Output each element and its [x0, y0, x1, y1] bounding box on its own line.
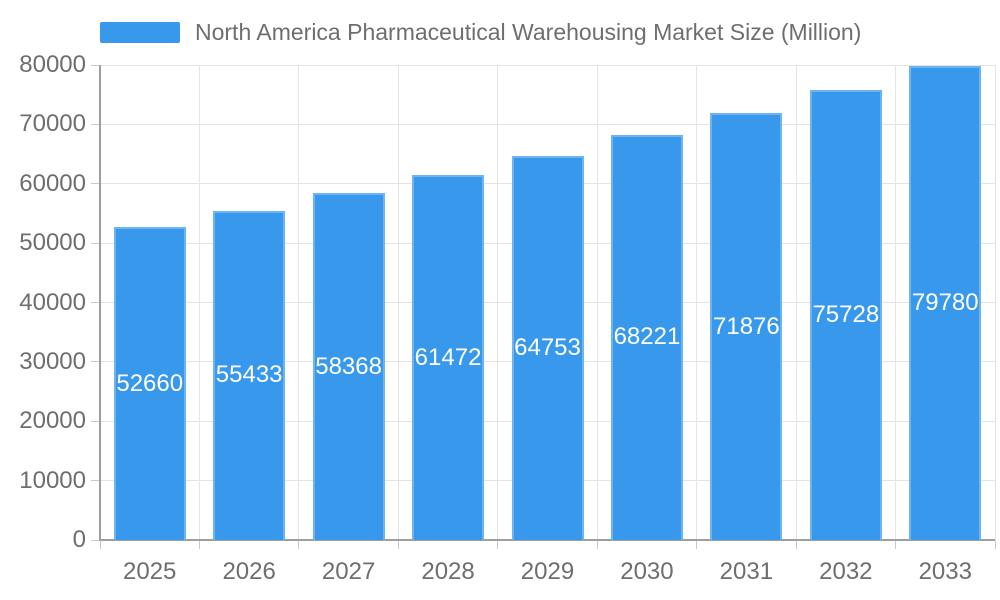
- x-axis-label: 2032: [819, 558, 873, 585]
- bar[interactable]: [312, 193, 385, 540]
- y-axis-label: 40000: [19, 288, 86, 316]
- y-axis-line: [99, 65, 101, 540]
- x-axis-line: [99, 539, 995, 541]
- y-axis-label: 50000: [19, 229, 86, 257]
- plot-area: 0 10000 20000 30000 40000 50000 60000 70000 8000…: [19, 53, 996, 584]
- x-axis-label: 2028: [421, 558, 475, 585]
- x-axis-label: 2026: [222, 558, 276, 585]
- bar[interactable]: [412, 175, 485, 540]
- x-gridline: [497, 65, 499, 540]
- x-axis-tick: [298, 540, 300, 549]
- bar[interactable]: [809, 90, 882, 540]
- legend-item[interactable]: North America Pharmaceutical Warehousing…: [100, 19, 862, 45]
- bar[interactable]: [909, 66, 982, 540]
- x-gridline: [895, 65, 897, 540]
- y-axis-tick: [91, 183, 100, 185]
- x-axis-tick: [596, 540, 598, 549]
- x-axis-tick: [895, 540, 897, 549]
- x-gridline: [596, 65, 598, 540]
- x-axis-label: 2025: [123, 558, 177, 585]
- y-axis-tick: [91, 480, 100, 482]
- legend-label: North America Pharmaceutical Warehousing…: [195, 19, 862, 45]
- y-axis-label: 10000: [19, 466, 86, 494]
- x-axis-label: 2029: [520, 558, 575, 585]
- x-gridline: [994, 65, 996, 540]
- y-axis-label: 20000: [19, 407, 86, 435]
- y-gridline: [100, 123, 995, 125]
- y-axis-label: 30000: [19, 347, 86, 375]
- bar[interactable]: [710, 113, 783, 540]
- x-axis-tick: [198, 540, 200, 549]
- bar[interactable]: [113, 227, 186, 540]
- bar[interactable]: [511, 155, 584, 540]
- y-axis-label: 60000: [19, 169, 86, 197]
- x-axis-label: 2033: [918, 558, 972, 585]
- y-axis-label: 80000: [19, 51, 86, 78]
- y-axis-tick: [91, 302, 100, 303]
- x-axis-tick: [795, 540, 797, 549]
- y-axis-tick: [91, 420, 100, 422]
- y-axis-label: 70000: [19, 110, 86, 138]
- y-axis-tick: [91, 64, 100, 66]
- y-axis-tick: [91, 539, 100, 541]
- bar[interactable]: [610, 134, 683, 540]
- x-axis-label: 2031: [719, 558, 774, 585]
- x-axis-label: 2030: [620, 558, 674, 585]
- x-gridline: [298, 65, 300, 540]
- y-axis-tick: [91, 361, 100, 363]
- x-gridline: [198, 65, 200, 540]
- y-axis-tick: [91, 123, 100, 125]
- y-axis-label: 0: [72, 526, 86, 553]
- x-axis-label: 2027: [321, 558, 376, 585]
- x-axis-tick: [696, 540, 698, 549]
- x-axis-tick: [994, 540, 996, 549]
- x-gridline: [795, 65, 797, 540]
- x-gridline: [696, 65, 698, 540]
- legend-swatch-icon: [100, 22, 180, 43]
- x-axis-tick: [397, 540, 399, 549]
- bar[interactable]: [213, 210, 286, 540]
- y-gridline: [100, 64, 995, 66]
- x-axis-tick: [99, 540, 101, 549]
- y-axis-tick: [91, 242, 100, 244]
- x-gridline: [397, 65, 399, 540]
- x-axis-tick: [497, 540, 499, 549]
